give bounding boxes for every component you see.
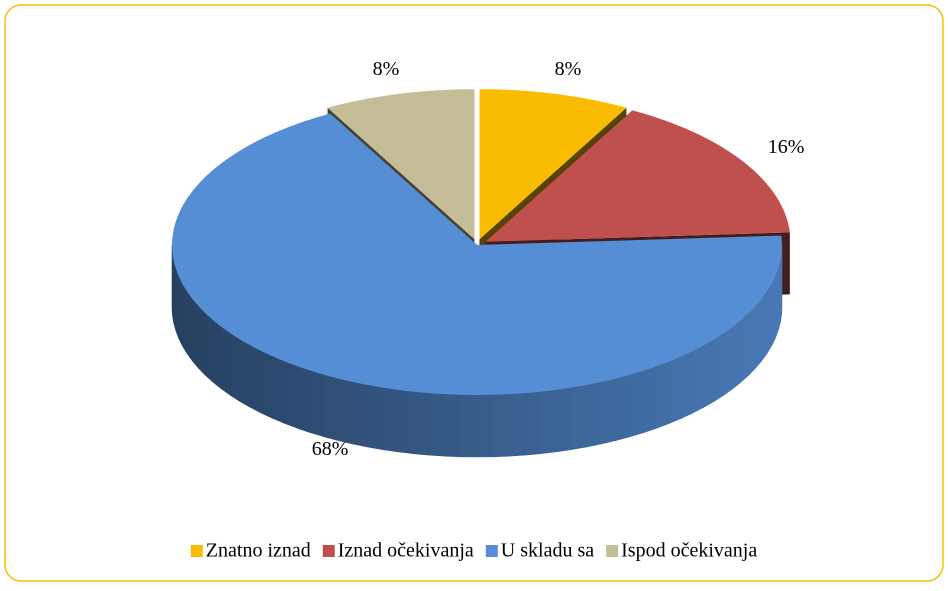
- pie-wall-strip: [414, 392, 430, 455]
- pie-wall-strip: [778, 261, 780, 331]
- pie-wall-strip: [749, 306, 756, 375]
- pie-wall-strip: [298, 366, 311, 432]
- pie-wall-strip: [261, 351, 273, 418]
- pie-wall-strip: [174, 261, 176, 331]
- legend-swatch: [606, 545, 618, 557]
- pie-wall-strip: [772, 276, 776, 346]
- pie-wall-strip: [192, 299, 198, 368]
- pie-wall-strip: [615, 375, 629, 441]
- pie-wall-strip: [198, 306, 205, 375]
- pie-wall-strip: [477, 395, 493, 457]
- legend-label: U skladu sa: [501, 540, 594, 562]
- pie-wall-strip: [571, 385, 586, 450]
- data-label: 68%: [312, 438, 349, 460]
- pie-wall-strip: [556, 388, 571, 452]
- pie-wall-strip: [205, 313, 213, 382]
- pie-wall-strip: [601, 379, 615, 444]
- pie-wall-strip: [509, 393, 525, 456]
- pie-wall-strip: [733, 320, 741, 389]
- pie-wall-strip: [311, 371, 325, 437]
- pie-wall-strip: [762, 291, 767, 360]
- pie-wall-strip: [398, 390, 414, 454]
- pie-wall-strip: [724, 327, 733, 395]
- legend-label: Znatno iznad: [206, 540, 311, 562]
- legend-swatch: [486, 545, 498, 557]
- pie-wall-strip: [213, 320, 221, 389]
- data-label: 8%: [373, 58, 400, 80]
- pie-wall-strip: [325, 375, 339, 441]
- pie-wall-strip: [656, 362, 669, 429]
- pie-wall-strip: [383, 388, 398, 452]
- pie-wall-strip: [285, 362, 298, 429]
- pie-wall-strip: [525, 392, 541, 455]
- legend-label: Iznad očekivanja: [338, 540, 474, 562]
- pie-wall-strip: [230, 333, 240, 401]
- pie-wall-strip: [182, 284, 187, 354]
- pie-wall-strip: [681, 351, 693, 418]
- pie-wall-strip: [429, 393, 445, 456]
- pie-wall-strip: [756, 299, 762, 368]
- pie-wall-strip: [693, 345, 704, 413]
- pie-wall-strip: [704, 339, 714, 407]
- pie-wall-strip: [368, 385, 383, 450]
- pie-wall-strip: [775, 268, 778, 338]
- pie-wall-strip: [586, 382, 601, 447]
- pie-wall-strip: [741, 313, 749, 382]
- pie-wall-strip: [461, 395, 477, 457]
- data-label: 16%: [768, 136, 805, 158]
- pie-wall-strip: [179, 276, 183, 346]
- pie-wall-strip: [187, 291, 192, 360]
- legend-swatch: [191, 545, 203, 557]
- pie-wall-strip: [176, 268, 179, 338]
- pie-wall-strip: [643, 366, 656, 432]
- pie-wall-strip: [669, 356, 681, 423]
- pie-wall-strip: [250, 345, 261, 413]
- pie-wall-strip: [630, 371, 644, 437]
- legend-swatch: [323, 545, 335, 557]
- pie-wall-strip: [339, 379, 353, 444]
- pie-wall-strip: [493, 394, 509, 457]
- pie-wall-strip: [540, 390, 556, 454]
- pie-wall-strip: [221, 327, 230, 395]
- pie-wall-strip: [273, 356, 285, 423]
- legend-label: Ispod očekivanja: [621, 540, 757, 562]
- pie-wall-strip: [445, 394, 461, 457]
- pie-wall-strip: [767, 284, 772, 354]
- pie-wall-strip: [240, 339, 250, 407]
- pie-wall-strip: [353, 382, 368, 447]
- data-label: 8%: [555, 58, 582, 80]
- pie-wall-strip: [714, 333, 724, 401]
